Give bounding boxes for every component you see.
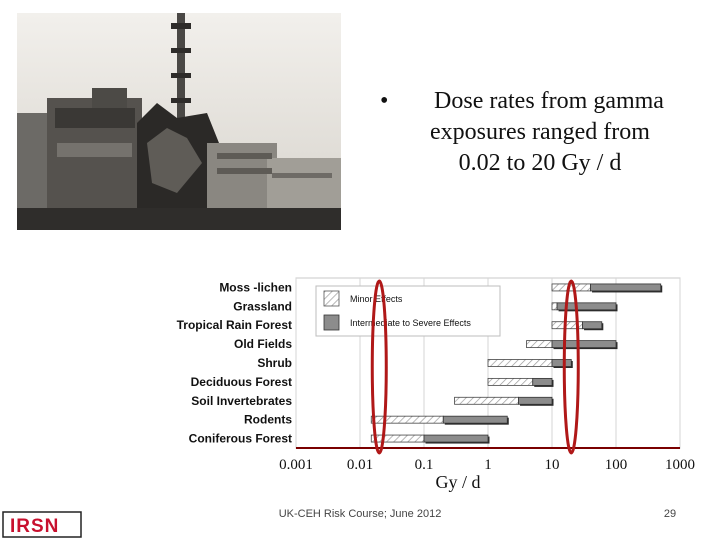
bar-minor-effects [370, 434, 425, 443]
bullet-line-1-text: Dose rates from gamma [434, 88, 664, 114]
bar-minor-effects [526, 340, 553, 349]
bar-severe-effects [590, 283, 662, 292]
bar-severe-effects [582, 321, 603, 330]
page-number: 29 [663, 508, 677, 520]
bar-severe-effects [518, 396, 553, 405]
bullet-line-1: • Dose rates from gamma [380, 86, 700, 117]
category-label: Coniferous Forest [189, 432, 292, 446]
x-tick-label: 100 [605, 457, 628, 473]
legend-swatch-severe [323, 314, 340, 331]
bar-minor-effects [487, 359, 553, 367]
highlight-ellipse [562, 279, 580, 455]
chernobyl-photo [17, 13, 341, 230]
category-label: Grassland [233, 299, 292, 313]
x-tick-label: 10 [545, 457, 560, 473]
bar-minor-effects [551, 283, 591, 292]
irsn-logo: IRSN [2, 511, 82, 538]
dose-rate-chart: Moss -lichen Grassland Tropical Rain Fores… [177, 277, 695, 492]
bar-severe-effects [423, 434, 489, 443]
category-labels: Moss -lichen Grassland Tropical Rain Fores… [177, 280, 293, 445]
bar-severe-effects [532, 377, 553, 386]
legend: Minor Effects Intermediate to Severe Eff… [315, 285, 501, 337]
bullet-dot: • [380, 88, 389, 114]
highlight-layer [370, 279, 580, 455]
x-axis-label: Gy / d [436, 472, 481, 492]
bullet-text: • Dose rates from gamma exposures ranged … [380, 86, 700, 179]
category-label: Shrub [257, 356, 292, 370]
highlight-ellipse [370, 279, 388, 455]
bar-minor-effects [487, 377, 534, 386]
category-label: Deciduous Forest [191, 375, 292, 389]
bar-layer [370, 283, 663, 444]
logo-text: IRSN [10, 516, 59, 537]
legend-swatch-minor [323, 290, 340, 307]
category-label: Tropical Rain Forest [177, 318, 292, 332]
bullet-line-3: 0.02 to 20 Gy / d [458, 150, 622, 176]
category-label: Rodents [244, 413, 292, 427]
bar-severe-effects [551, 340, 617, 349]
x-tick-label: 1 [484, 457, 492, 473]
bar-severe-effects [551, 359, 572, 367]
legend-label-severe: Intermediate to Severe Effects [350, 318, 471, 328]
x-tick-label: 1000 [665, 457, 695, 473]
logo-frame [2, 511, 82, 538]
x-tick-label: 0.001 [279, 457, 313, 473]
x-tick-label: 0.1 [415, 457, 434, 473]
bar-minor-effects [551, 302, 558, 311]
bar-severe-effects [556, 302, 617, 311]
legend-box [315, 285, 501, 337]
bullet-line-2: exposures ranged from [430, 119, 650, 145]
category-label: Moss -lichen [219, 280, 292, 294]
bar-severe-effects [442, 415, 508, 424]
bar-minor-effects [454, 396, 519, 405]
x-tick-labels: 0.001 0.01 0.1 1 10 100 1000 [279, 457, 695, 473]
category-label: Old Fields [234, 337, 292, 351]
x-tick-label: 0.01 [347, 457, 373, 473]
footer-text: UK-CEH Risk Course; June 2012 [278, 508, 442, 520]
bar-minor-effects [370, 415, 444, 424]
category-label: Soil Invertebrates [191, 394, 292, 408]
